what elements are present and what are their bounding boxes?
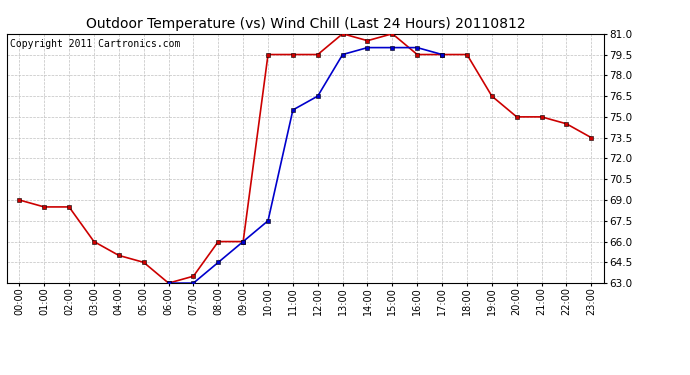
Text: Copyright 2011 Cartronics.com: Copyright 2011 Cartronics.com [10,39,180,49]
Title: Outdoor Temperature (vs) Wind Chill (Last 24 Hours) 20110812: Outdoor Temperature (vs) Wind Chill (Las… [86,17,525,31]
